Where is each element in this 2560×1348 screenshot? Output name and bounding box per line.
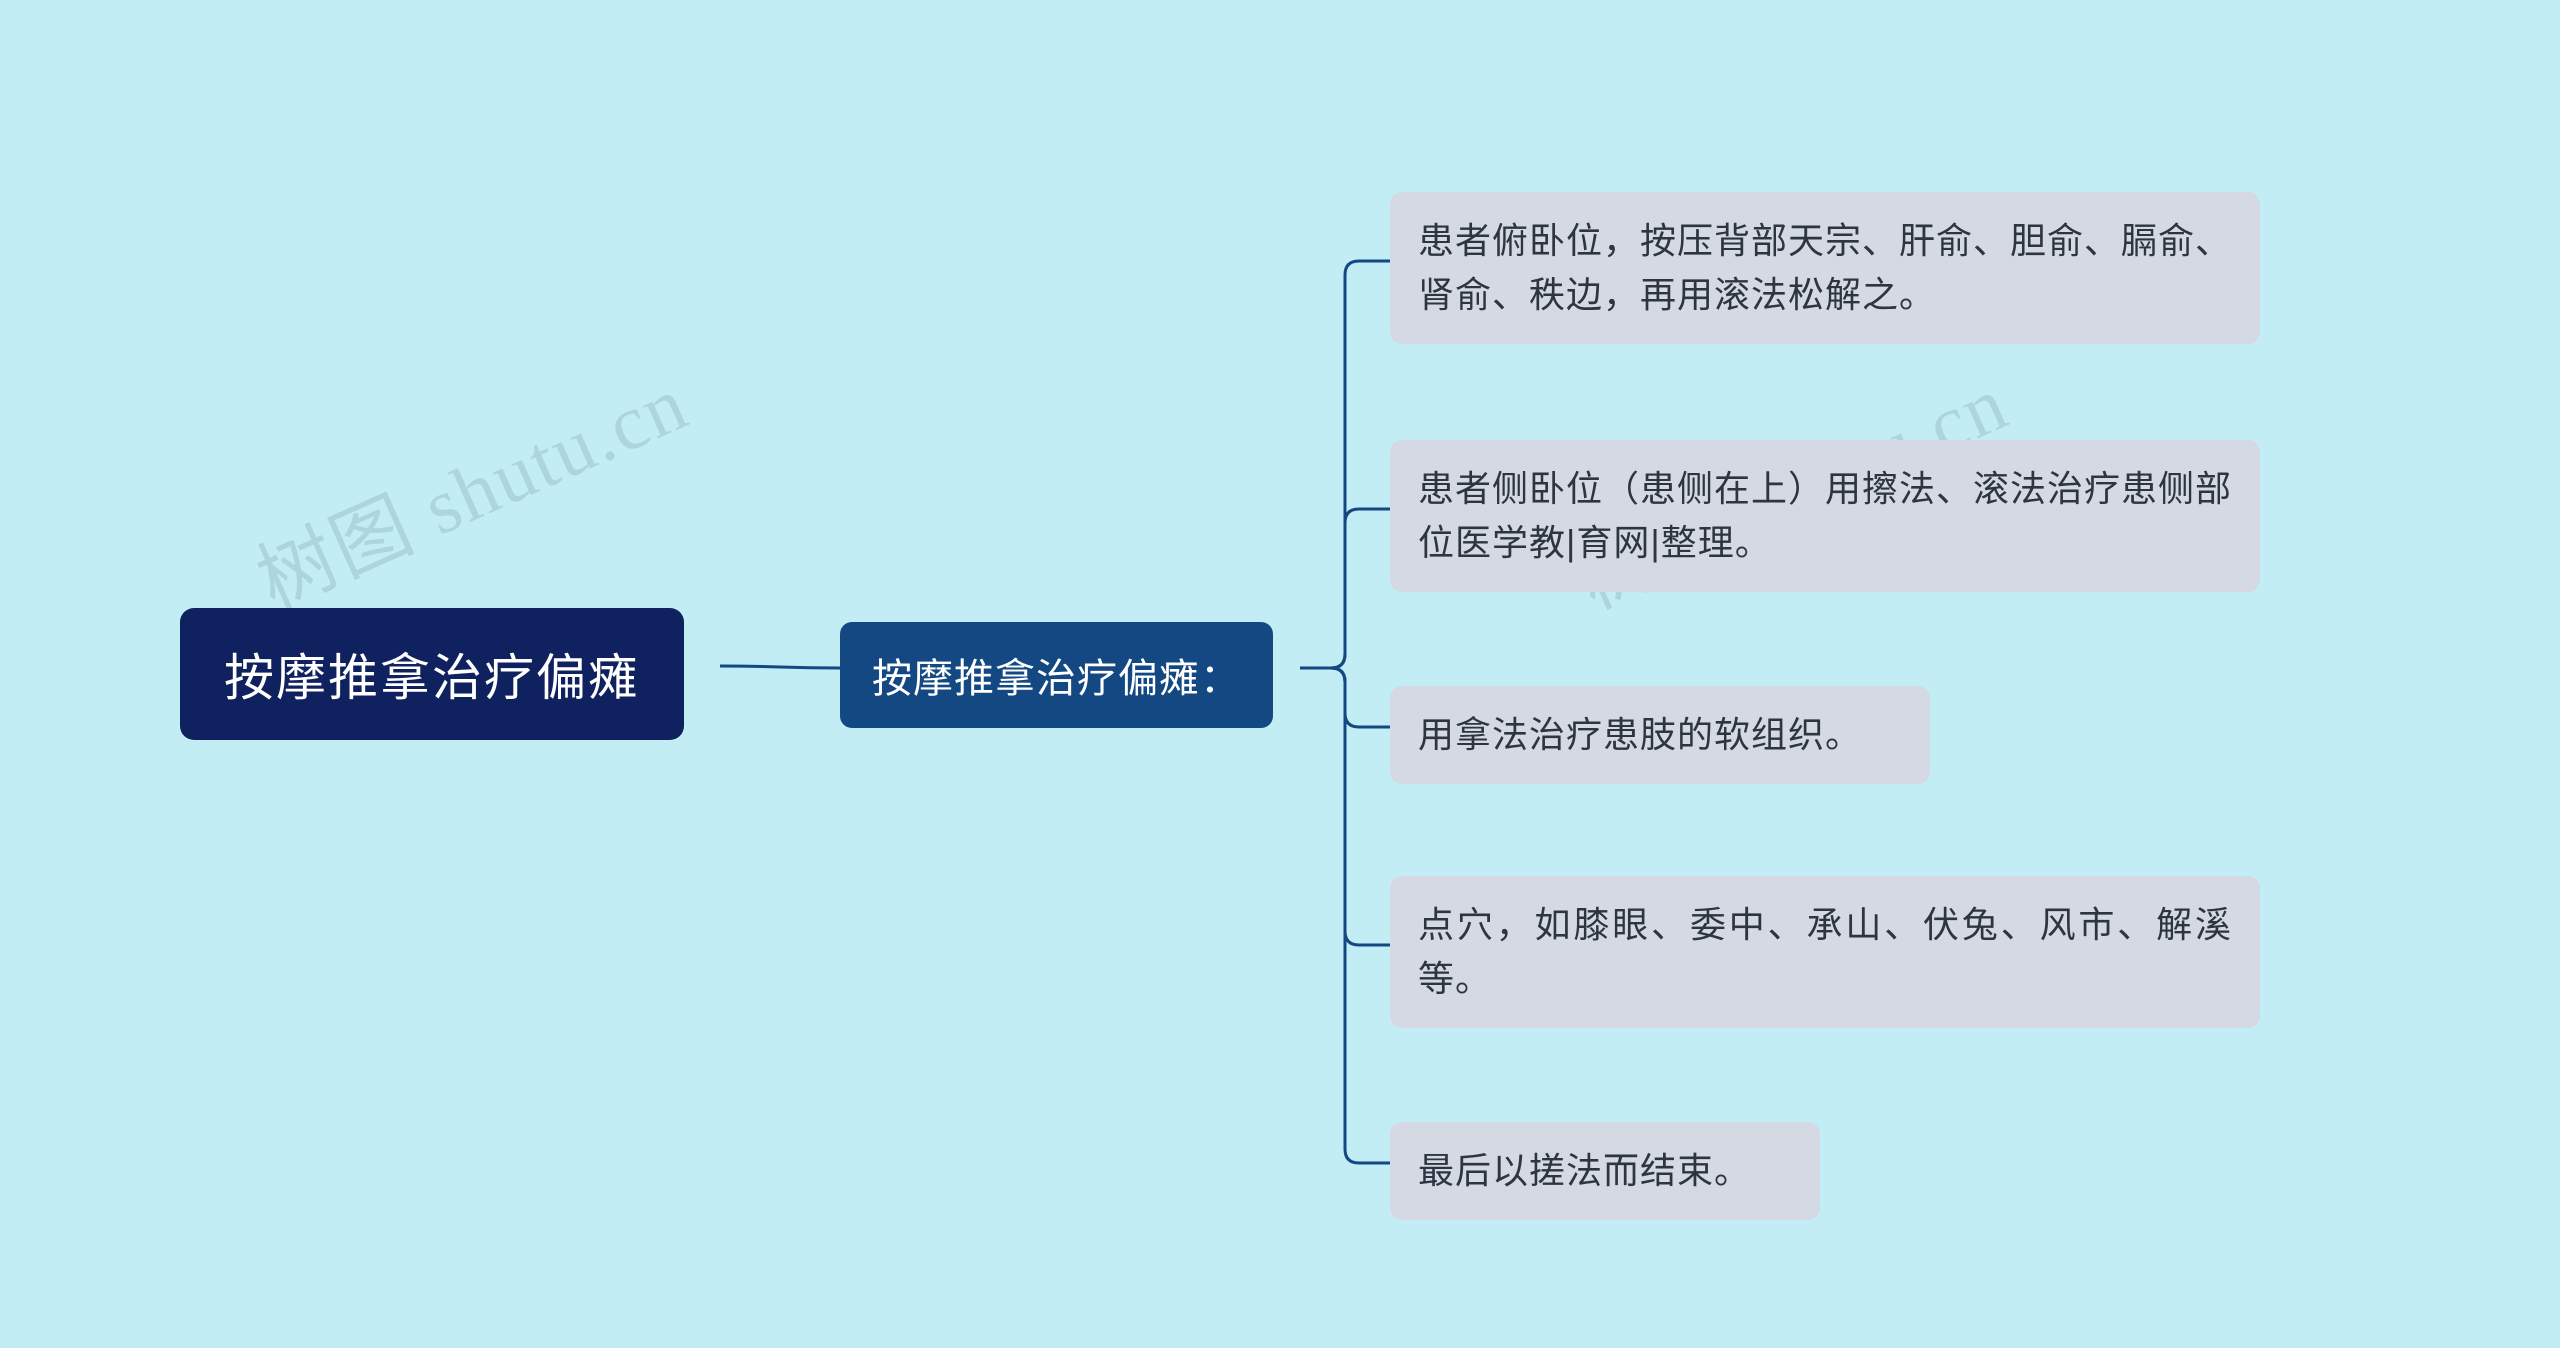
leaf-label: 最后以搓法而结束。 bbox=[1418, 1150, 1751, 1191]
mindmap-branch-node[interactable]: 按摩推拿治疗偏瘫： bbox=[840, 622, 1273, 728]
mindmap-leaf-node[interactable]: 患者侧卧位（患侧在上）用擦法、滚法治疗患侧部位医学教|育网|整理。 bbox=[1390, 440, 2260, 592]
mindmap-root-node[interactable]: 按摩推拿治疗偏瘫 bbox=[180, 608, 684, 740]
leaf-label: 患者俯卧位，按压背部天宗、肝俞、胆俞、膈俞、肾俞、秩边，再用滚法松解之。 bbox=[1418, 220, 2232, 315]
mindmap-leaf-node[interactable]: 患者俯卧位，按压背部天宗、肝俞、胆俞、膈俞、肾俞、秩边，再用滚法松解之。 bbox=[1390, 192, 2260, 344]
leaf-label: 患者侧卧位（患侧在上）用擦法、滚法治疗患侧部位医学教|育网|整理。 bbox=[1418, 468, 2232, 563]
mindmap-leaf-node[interactable]: 用拿法治疗患肢的软组织。 bbox=[1390, 686, 1930, 784]
watermark: 树图 shutu.cn bbox=[237, 341, 702, 630]
leaf-label: 用拿法治疗患肢的软组织。 bbox=[1418, 714, 1862, 755]
mindmap-canvas: 树图 shutu.cn 树图 shutu.cn 按摩推拿治疗偏瘫 按摩推拿治疗偏… bbox=[0, 0, 2560, 1348]
mindmap-leaf-node[interactable]: 点穴，如膝眼、委中、承山、伏兔、风市、解溪等。 bbox=[1390, 876, 2260, 1028]
leaf-label: 点穴，如膝眼、委中、承山、伏兔、风市、解溪等。 bbox=[1418, 904, 2232, 999]
mindmap-leaf-node[interactable]: 最后以搓法而结束。 bbox=[1390, 1122, 1820, 1220]
root-label: 按摩推拿治疗偏瘫 bbox=[224, 650, 640, 706]
branch-label: 按摩推拿治疗偏瘫： bbox=[872, 657, 1241, 701]
